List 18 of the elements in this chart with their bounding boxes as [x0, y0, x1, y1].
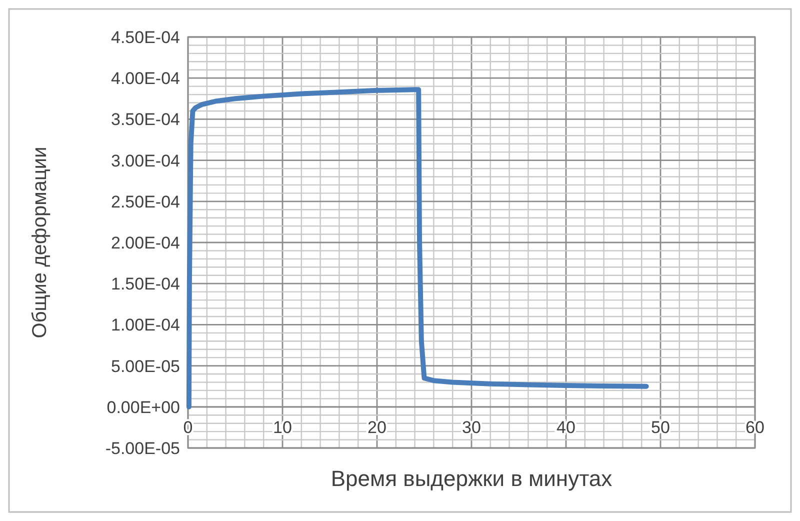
x-tick-label: 50: [651, 418, 670, 437]
y-tick-label: -5.00E-05: [105, 438, 180, 458]
x-tick-label: 40: [556, 418, 576, 437]
y-tick-label: 4.50E-04: [111, 28, 180, 47]
y-axis-title: Общие деформации: [29, 146, 51, 338]
y-tick-label: 3.50E-04: [111, 110, 180, 130]
x-tick-label: 20: [368, 418, 386, 437]
y-tick-label: 2.00E-04: [111, 233, 180, 252]
y-tick-label: 2.50E-04: [111, 192, 180, 212]
y-tick-label: 3.00E-04: [111, 151, 180, 170]
y-tick-label: 1.00E-04: [111, 316, 180, 335]
x-tick-label: 10: [273, 418, 292, 437]
x-axis-title: Время выдержки в минутах: [330, 466, 612, 491]
x-tick-label: 30: [462, 418, 481, 437]
y-tick-label: 0.00E+00: [106, 398, 180, 417]
y-tick-label: 1.50E-04: [111, 274, 180, 294]
y-tick-label: 4.00E-04: [111, 69, 180, 88]
y-tick-label: 5.00E-05: [111, 356, 180, 376]
